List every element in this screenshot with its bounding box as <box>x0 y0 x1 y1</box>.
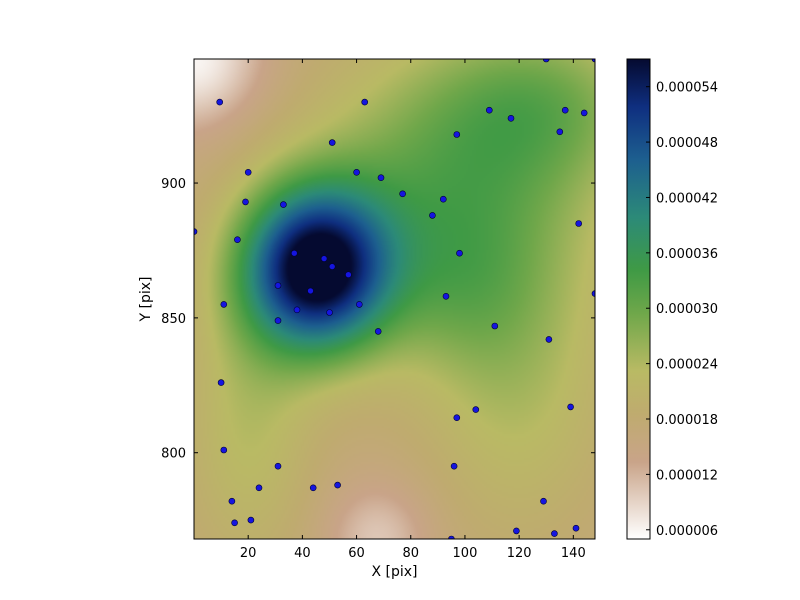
colorbar-frame <box>626 58 651 540</box>
data-point <box>450 462 458 470</box>
data-point <box>377 174 385 181</box>
scatter-points <box>194 59 595 539</box>
data-point <box>453 131 461 138</box>
data-point <box>274 282 282 289</box>
y-tick-label: 900 <box>161 177 186 192</box>
x-axis-label: X [pix] <box>371 564 417 580</box>
colorbar-tick-label: 0.000036 <box>656 247 718 262</box>
data-point <box>255 484 263 492</box>
data-point <box>361 98 369 106</box>
data-point <box>234 236 241 243</box>
data-point <box>556 128 564 136</box>
data-point <box>247 516 255 524</box>
data-point <box>244 169 252 176</box>
data-point <box>580 109 588 117</box>
heatmap-image <box>194 59 595 539</box>
colorbar-tick-label: 0.000018 <box>656 413 718 428</box>
data-point <box>231 519 238 527</box>
data-point <box>567 403 574 411</box>
colorbar-gradient <box>627 59 650 539</box>
y-tick-label: 850 <box>161 312 186 327</box>
data-point <box>591 290 595 297</box>
data-point <box>540 497 547 505</box>
data-point <box>442 292 450 300</box>
data-point <box>399 190 406 198</box>
y-tick-label: 800 <box>161 447 186 462</box>
data-point <box>513 527 520 535</box>
data-point <box>290 249 298 257</box>
data-point <box>545 336 553 343</box>
data-point <box>307 287 314 295</box>
data-point <box>293 306 301 314</box>
x-tick-label: 100 <box>453 546 478 561</box>
data-point <box>355 301 363 308</box>
colorbar-tick-label: 0.000024 <box>656 358 718 373</box>
colorbar-ticks: 0.000006 0.000012 0.000018 0.000024 0.000030… <box>646 81 718 539</box>
colorbar: 0.000006 0.000012 0.000018 0.000024 0.000030… <box>626 58 718 540</box>
colorbar-tick-label: 0.000048 <box>656 136 718 151</box>
data-point <box>217 379 225 386</box>
y-axis-label: Y [pix] <box>138 277 154 323</box>
data-point <box>309 484 317 492</box>
x-tick-label: 80 <box>402 546 419 561</box>
data-point <box>326 309 333 316</box>
data-point <box>274 462 282 470</box>
data-point <box>491 322 499 330</box>
data-point <box>216 98 223 106</box>
data-point <box>448 535 455 539</box>
data-point <box>453 414 461 422</box>
data-point <box>485 106 493 114</box>
data-point <box>280 201 287 208</box>
data-point <box>575 220 583 227</box>
x-tick-label: 60 <box>348 546 365 561</box>
data-point <box>429 212 436 219</box>
data-point <box>507 115 515 122</box>
data-point <box>328 139 336 146</box>
plot-frame <box>193 58 596 540</box>
x-tick-label: 120 <box>507 546 532 561</box>
data-point <box>328 263 336 270</box>
data-point <box>345 271 352 279</box>
x-axis-ticks: 20 40 60 80 100 120 140 <box>240 59 586 561</box>
data-point <box>220 446 228 454</box>
data-point <box>334 481 341 489</box>
x-tick-label: 20 <box>240 546 257 561</box>
data-point <box>472 406 480 413</box>
colorbar-tick-label: 0.000042 <box>656 191 718 206</box>
x-tick-label: 40 <box>294 546 311 561</box>
data-point <box>374 328 382 335</box>
data-point <box>353 169 360 176</box>
data-point <box>572 524 580 532</box>
y-axis-ticks: 800 850 900 <box>161 177 595 462</box>
data-point <box>561 106 569 114</box>
data-point <box>320 255 328 262</box>
colorbar-tick-label: 0.000054 <box>656 81 718 96</box>
data-point <box>274 317 282 324</box>
data-point <box>242 198 249 206</box>
data-point <box>228 497 236 505</box>
heatmap-plot: 20 40 60 80 100 120 140 800 850 900 X [pix] Y [p… <box>138 58 596 580</box>
colorbar-tick-label: 0.000012 <box>656 468 718 483</box>
colorbar-tick-label: 0.000006 <box>656 524 718 539</box>
x-tick-label: 140 <box>561 546 586 561</box>
data-point <box>439 195 447 203</box>
data-point <box>220 301 228 308</box>
data-point <box>194 228 198 235</box>
data-point <box>542 59 550 63</box>
data-point <box>551 530 558 537</box>
data-point <box>591 59 595 63</box>
colorbar-tick-label: 0.000030 <box>656 302 718 317</box>
data-point <box>456 249 463 257</box>
